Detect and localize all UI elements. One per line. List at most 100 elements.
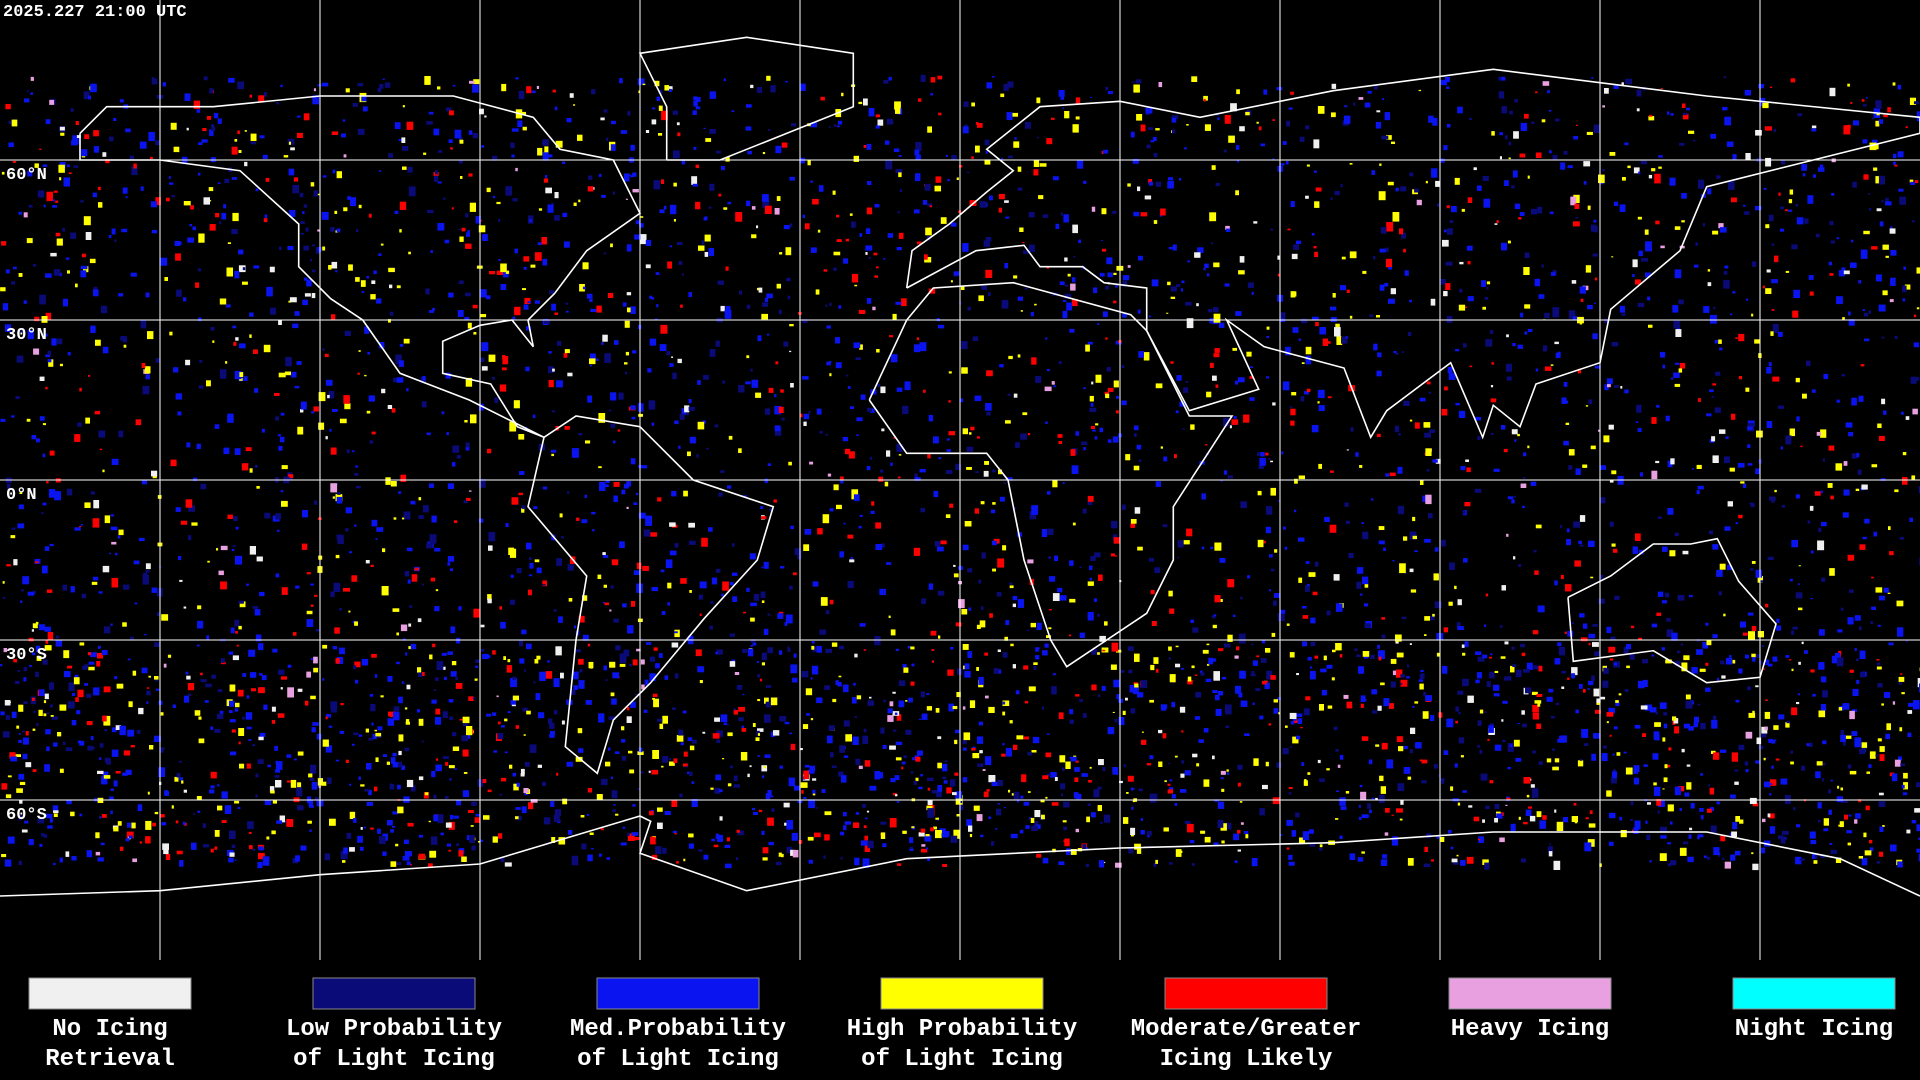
icing-pixel	[1210, 546, 1214, 550]
icing-pixel	[203, 197, 210, 205]
icing-pixel	[1633, 765, 1640, 773]
icing-pixel	[1697, 835, 1700, 840]
icing-pixel	[894, 775, 900, 780]
icing-pixel	[1003, 83, 1009, 91]
icing-pixel	[44, 546, 50, 551]
icing-pixel	[395, 843, 399, 847]
icing-pixel	[620, 130, 628, 134]
icing-pixel	[703, 375, 709, 380]
icing-pixel	[27, 591, 35, 596]
icing-pixel	[936, 791, 942, 798]
icing-pixel	[202, 823, 207, 828]
icing-pixel	[567, 372, 573, 377]
icing-pixel	[1105, 86, 1109, 91]
icing-pixel	[1175, 663, 1181, 668]
icing-pixel	[986, 82, 993, 89]
icing-pixel	[1398, 433, 1401, 436]
icing-pixel	[1672, 305, 1679, 313]
icing-pixel	[102, 469, 105, 473]
icing-pixel	[139, 841, 142, 844]
icing-pixel	[1878, 435, 1885, 441]
icing-pixel	[1486, 281, 1491, 285]
icing-pixel	[1103, 861, 1106, 864]
icing-pixel	[1842, 703, 1850, 710]
icing-pixel	[453, 815, 459, 819]
icing-pixel	[483, 815, 490, 820]
icing-pixel	[451, 661, 457, 666]
icing-pixel	[492, 650, 496, 655]
icing-pixel	[364, 788, 370, 792]
icing-pixel	[1153, 152, 1158, 158]
icing-pixel	[306, 572, 311, 575]
icing-pixel	[865, 245, 873, 251]
icing-pixel	[676, 122, 680, 126]
icing-pixel	[1191, 76, 1196, 82]
icing-pixel	[101, 305, 108, 314]
icing-pixel	[1320, 668, 1327, 673]
icing-pixel	[1318, 463, 1322, 469]
icing-pixel	[142, 575, 149, 585]
icing-pixel	[626, 292, 632, 296]
icing-pixel	[70, 811, 75, 817]
icing-pixel	[746, 304, 751, 309]
icing-pixel	[1724, 456, 1730, 464]
icing-pixel	[221, 820, 227, 823]
icing-pixel	[774, 426, 782, 436]
icing-pixel	[604, 353, 611, 363]
icing-pixel	[1649, 114, 1653, 117]
icing-pixel	[1788, 199, 1793, 204]
icing-pixel	[1604, 384, 1609, 391]
icing-pixel	[827, 473, 832, 477]
icing-pixel	[866, 298, 872, 304]
icing-pixel	[850, 406, 854, 410]
icing-pixel	[758, 287, 763, 293]
icing-pixel	[1044, 643, 1049, 648]
icing-pixel	[548, 379, 554, 388]
icing-pixel	[733, 708, 737, 712]
icing-pixel	[1567, 630, 1573, 637]
icing-pixel	[1055, 223, 1060, 229]
icing-pixel	[1359, 593, 1363, 596]
icing-pixel	[219, 710, 224, 714]
icing-pixel	[39, 294, 46, 305]
icing-pixel	[896, 247, 902, 251]
icing-pixel	[393, 377, 400, 383]
icing-pixel	[688, 833, 694, 838]
icing-pixel	[1205, 678, 1212, 682]
icing-pixel	[1740, 481, 1745, 484]
icing-pixel	[1237, 829, 1241, 834]
icing-pixel	[1416, 199, 1422, 206]
icing-pixel	[837, 125, 840, 128]
icing-pixel	[307, 796, 312, 802]
icing-pixel	[1670, 821, 1673, 825]
icing-pixel	[915, 142, 922, 151]
icing-pixel	[416, 709, 420, 713]
icing-pixel	[1196, 763, 1200, 767]
icing-pixel	[1861, 484, 1868, 490]
icing-pixel	[1566, 528, 1570, 533]
icing-pixel	[655, 663, 660, 669]
icing-pixel	[1288, 792, 1292, 795]
icing-pixel	[1162, 733, 1167, 739]
icing-pixel	[536, 567, 542, 574]
icing-pixel	[999, 364, 1004, 368]
icing-pixel	[1881, 200, 1884, 203]
icing-pixel	[92, 192, 97, 198]
icing-pixel	[1844, 814, 1848, 820]
icing-pixel	[919, 469, 926, 473]
icing-pixel	[354, 524, 357, 527]
icing-pixel	[779, 715, 787, 722]
icing-pixel	[625, 351, 629, 356]
icing-pixel	[1186, 318, 1194, 329]
icing-pixel	[1443, 145, 1448, 151]
icing-pixel	[164, 277, 168, 281]
icing-pixel	[1236, 89, 1240, 95]
icing-pixel	[435, 677, 439, 681]
icing-pixel	[23, 677, 27, 682]
icing-pixel	[1724, 116, 1732, 126]
icing-pixel	[1916, 824, 1920, 832]
icing-pixel	[1418, 89, 1421, 92]
icing-pixel	[930, 827, 934, 832]
icing-pixel	[1791, 707, 1798, 716]
icing-pixel	[1028, 686, 1036, 692]
